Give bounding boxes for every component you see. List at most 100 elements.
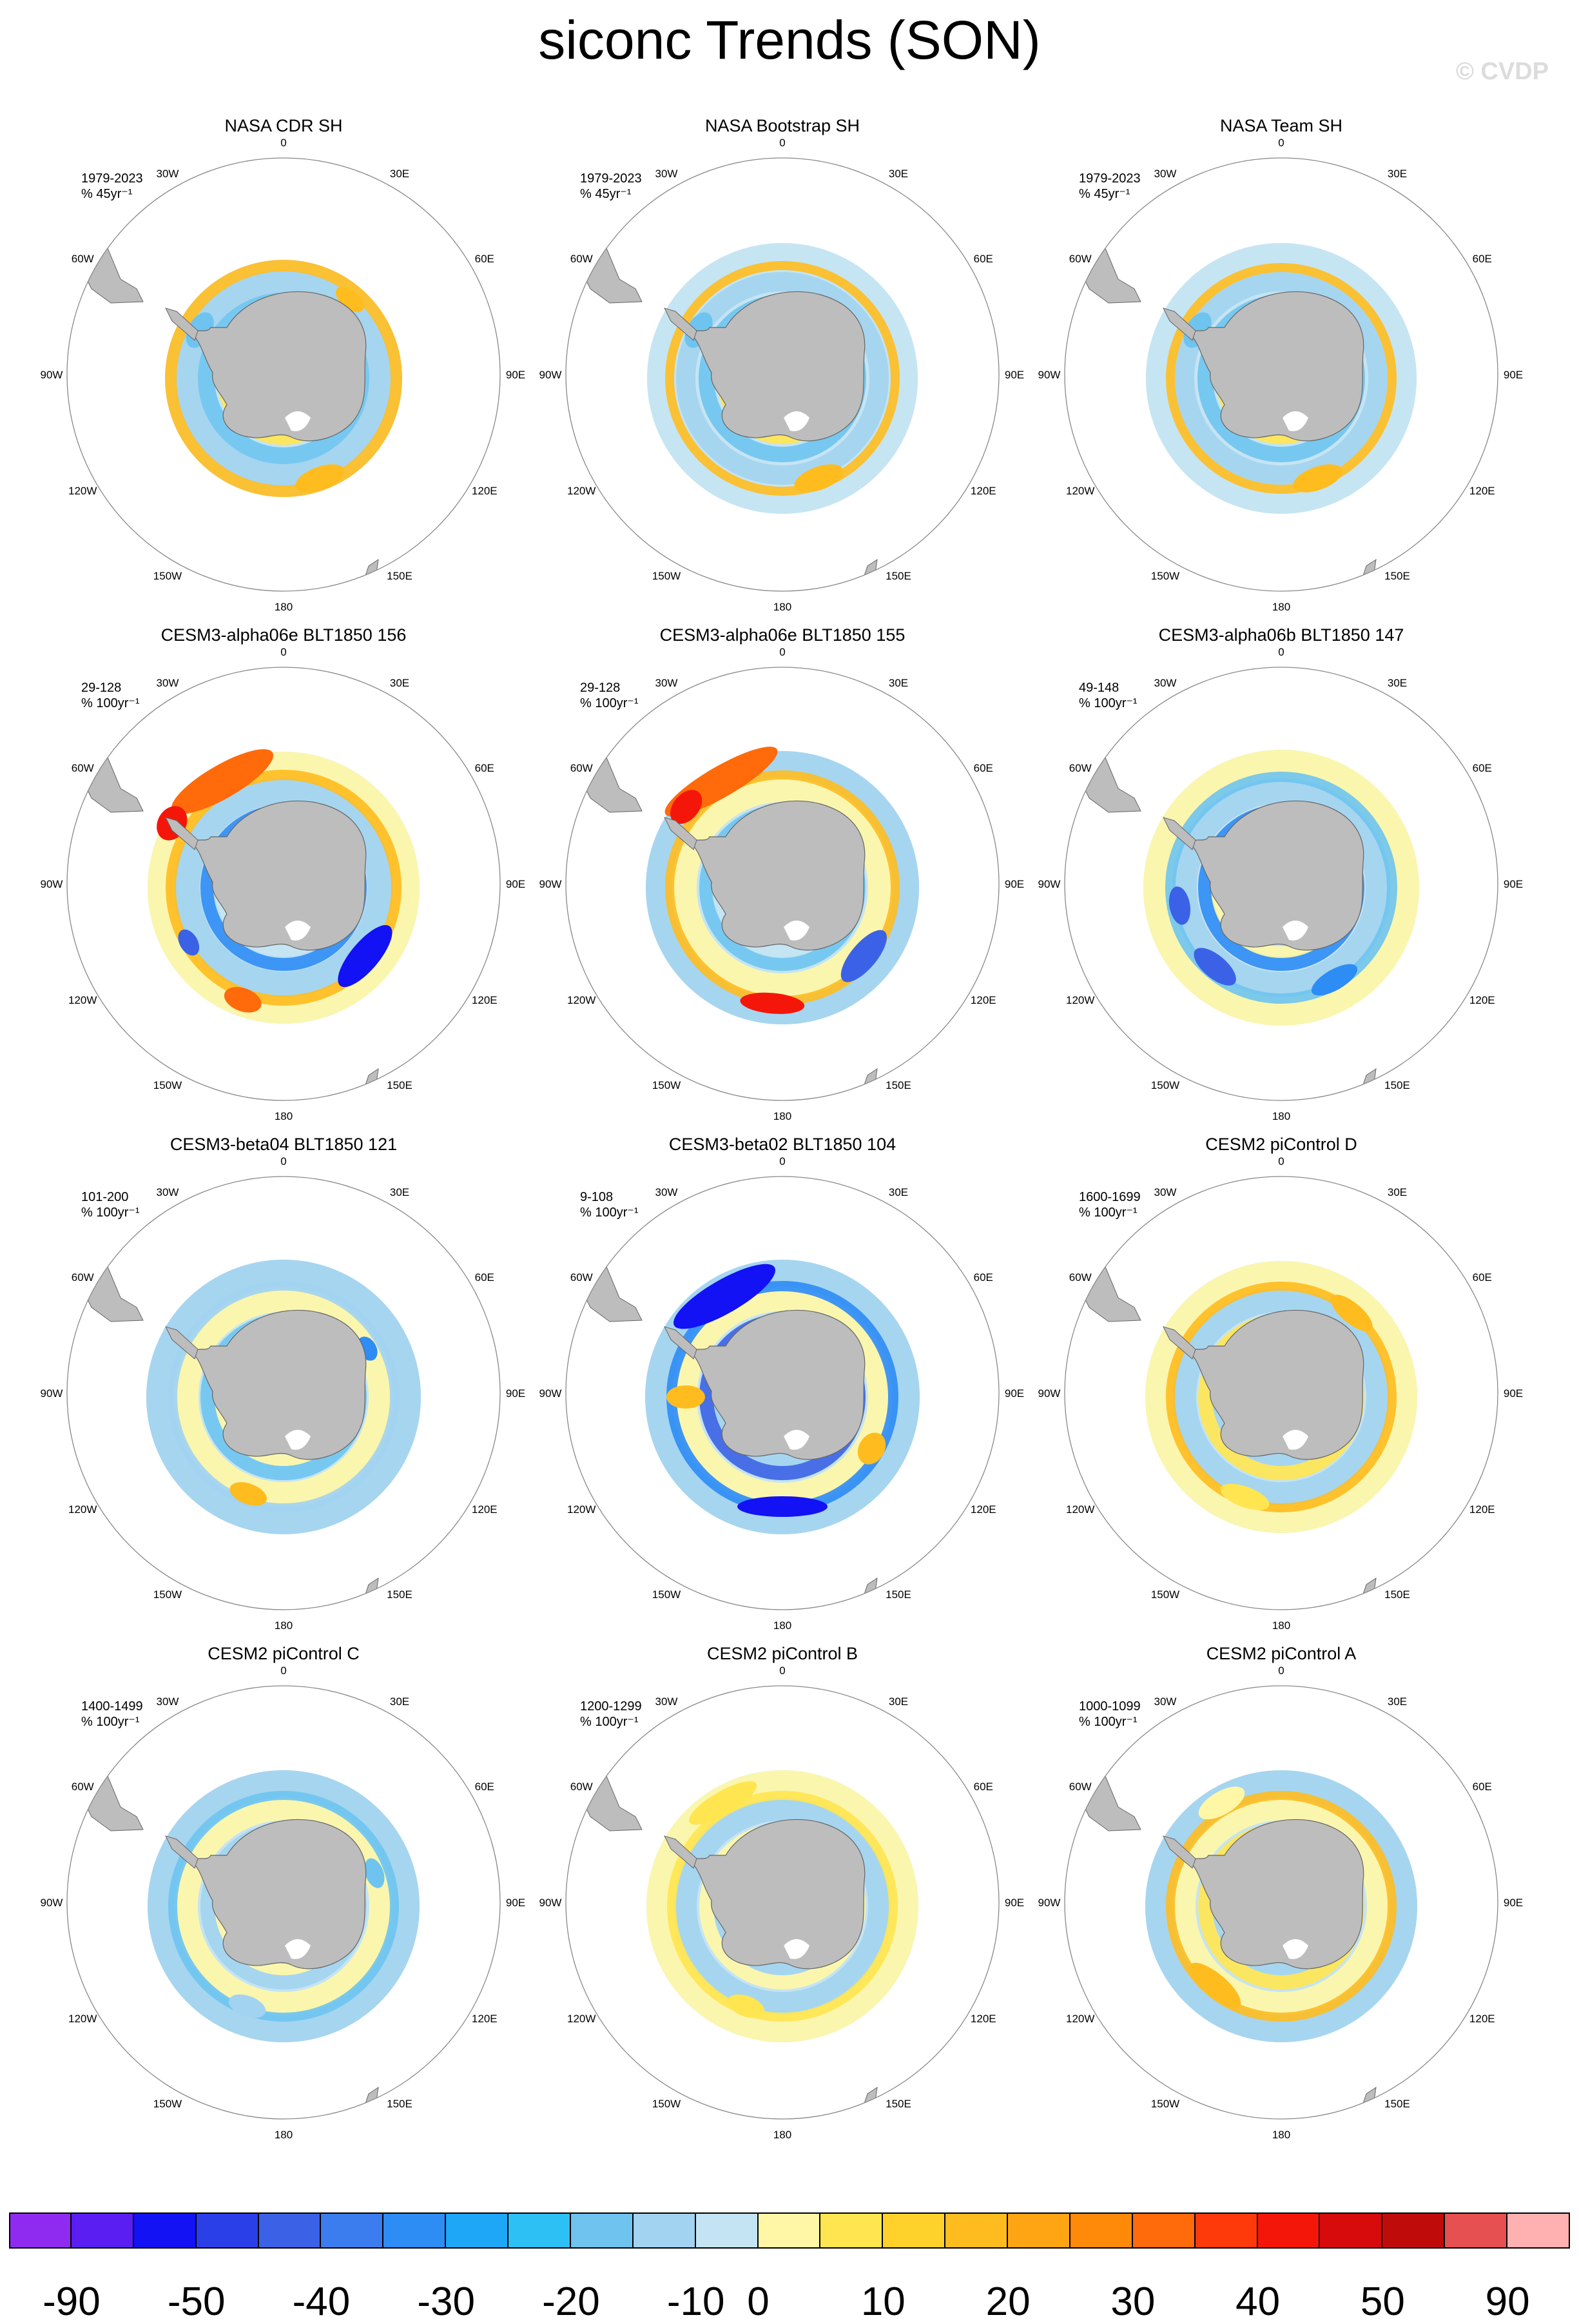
ice-shelf: [784, 1430, 809, 1450]
longitude-label: 0: [779, 137, 785, 149]
trend-band: [646, 1770, 918, 2042]
polar-map: 0 30E 60E 90E 120E 150E 180 150W 120W 90W 60W 30W: [41, 646, 526, 1122]
colorbar-swatch: [945, 2212, 1009, 2249]
longitude-label: 0: [779, 1155, 785, 1167]
south-america-landmass: [577, 749, 643, 813]
south-america-landmass: [1076, 749, 1141, 813]
longitude-label: 30W: [1154, 168, 1177, 180]
ice-shelf: [784, 921, 809, 941]
trend-band: [176, 1799, 391, 2014]
longitude-label: 180: [773, 601, 791, 613]
polar-map: 0 30E 60E 90E 120E 150E 180 150W 120W 90W 60W 30W: [539, 137, 1025, 613]
longitude-label: 180: [1272, 1110, 1290, 1122]
trend-anomaly: [228, 1994, 266, 2018]
trend-anomaly: [171, 749, 274, 814]
longitude-label: 150E: [886, 570, 911, 582]
period-label: 29-128: [81, 681, 122, 695]
trend-band: [647, 243, 918, 514]
map-panel: NASA CDR SH 0 30E 60E 90E 120E 150E 180 150W 120W…: [34, 115, 534, 624]
longitude-label: 90E: [506, 1387, 525, 1400]
longitude-label: 0: [280, 1155, 286, 1167]
longitude-label: 120W: [1066, 2013, 1094, 2025]
antarctic-peninsula: [165, 308, 199, 341]
longitude-label: 60W: [1069, 1271, 1092, 1284]
longitude-label: 150W: [652, 2098, 681, 2110]
longitude-label: 150E: [1384, 1079, 1410, 1091]
polar-map: 0 30E 60E 90E 120E 150E 180 150W 120W 90W 60W 30W: [41, 1155, 526, 1632]
new-zealand-landmass: [1353, 1068, 1377, 1100]
new-zealand-landmass: [355, 1068, 379, 1100]
longitude-label: 30E: [390, 677, 409, 689]
south-america-landmass: [78, 240, 144, 304]
map-panel: CESM3-alpha06e BLT1850 155 0 30E 60E 90E 120E…: [532, 624, 1032, 1133]
colorbar-tick-label: 0: [747, 2280, 770, 2324]
antarctic-peninsula: [664, 1326, 697, 1360]
colorbar-swatch: [1320, 2212, 1383, 2249]
trend-anomaly: [1293, 464, 1342, 493]
antarctica-landmass: [191, 800, 367, 951]
map-panel: CESM2 piControl A 0 30E 60E 90E 120E 150E 180 15…: [1031, 1643, 1531, 2152]
longitude-label: 90W: [1038, 1387, 1061, 1400]
longitude-label: 120E: [971, 2013, 996, 2025]
watermark: © CVDP: [1455, 58, 1549, 85]
longitude-label: 90E: [1504, 369, 1523, 381]
antarctica-landmass: [1188, 800, 1364, 951]
colorbar-tick-label: 50: [1360, 2280, 1405, 2324]
colorbar-tick-label: 30: [1110, 2280, 1156, 2324]
longitude-label: 90E: [506, 369, 525, 381]
map-panel: CESM2 piControl B 0 30E 60E 90E 120E 150E 180 15…: [532, 1643, 1032, 2152]
polar-map: 0 30E 60E 90E 120E 150E 180 150W 120W 90W 60W 30W: [1038, 646, 1524, 1122]
new-zealand-landmass: [1353, 1577, 1377, 1610]
new-zealand-landmass: [355, 558, 379, 591]
colorbar-tick-label: -30: [417, 2280, 475, 2324]
colorbar-swatch: [570, 2212, 634, 2249]
ice-shelf: [1283, 1430, 1308, 1450]
longitude-label: 30W: [655, 677, 678, 689]
longitude-label: 90W: [1038, 369, 1061, 381]
units-label: % 100yr⁻¹: [580, 696, 639, 710]
trend-anomaly: [666, 1385, 705, 1409]
longitude-label: 150E: [886, 1079, 911, 1091]
longitude-label: 60W: [72, 1781, 94, 1793]
longitude-label: 90W: [539, 369, 562, 381]
longitude-label: 150E: [1384, 570, 1410, 582]
period-label: 1600-1699: [1079, 1190, 1141, 1204]
ice-shelf: [784, 1939, 809, 1959]
antarctica-landmass: [191, 1819, 367, 1969]
colorbar-swatch: [383, 2212, 447, 2249]
colorbar-swatch: [509, 2212, 571, 2249]
longitude-label: 150W: [153, 570, 182, 582]
colorbar-swatch: [1507, 2212, 1570, 2249]
longitude-label: 0: [280, 1665, 286, 1677]
longitude-label: 30E: [889, 677, 908, 689]
longitude-label: 150E: [387, 2098, 412, 2110]
south-america-landmass: [577, 1768, 643, 1831]
colorbar-swatch: [1132, 2212, 1196, 2249]
longitude-label: 120W: [1066, 1503, 1094, 1516]
antarctic-peninsula: [165, 1835, 199, 1869]
colorbar-swatch: [258, 2212, 322, 2249]
longitude-label: 60W: [72, 762, 94, 774]
map-panel: CESM3-beta04 BLT1850 121 0 30E 60E 90E 120E 15…: [34, 1133, 534, 1643]
trend-band: [148, 1770, 420, 2042]
trend-band: [676, 272, 889, 485]
polar-map: 0 30E 60E 90E 120E 150E 180 150W 120W 90W 60W 30W: [1038, 1665, 1524, 2141]
colorbar-tick-label: -50: [167, 2280, 226, 2324]
longitude-label: 120E: [971, 994, 996, 1006]
polar-map: 0 30E 60E 90E 120E 150E 180 150W 120W 90W 60W 30W: [41, 137, 526, 613]
map-boundary: [66, 667, 501, 1101]
antarctic-peninsula: [1163, 817, 1196, 850]
units-label: % 100yr⁻¹: [81, 1206, 140, 1220]
antarctica-landmass: [1188, 1819, 1364, 1969]
longitude-label: 150W: [153, 1079, 182, 1091]
panel-title: NASA CDR SH: [224, 116, 343, 135]
longitude-label: 120E: [971, 1503, 996, 1516]
longitude-label: 120E: [472, 485, 498, 497]
map-boundary: [66, 1685, 501, 2120]
colorbar-frame: [9, 2212, 1570, 2249]
south-america-landmass: [1076, 1768, 1141, 1831]
longitude-label: 30E: [1388, 1695, 1407, 1708]
units-label: % 100yr⁻¹: [1079, 1715, 1138, 1729]
trend-anomaly: [229, 1482, 267, 1506]
colorbar-swatch: [695, 2212, 759, 2249]
